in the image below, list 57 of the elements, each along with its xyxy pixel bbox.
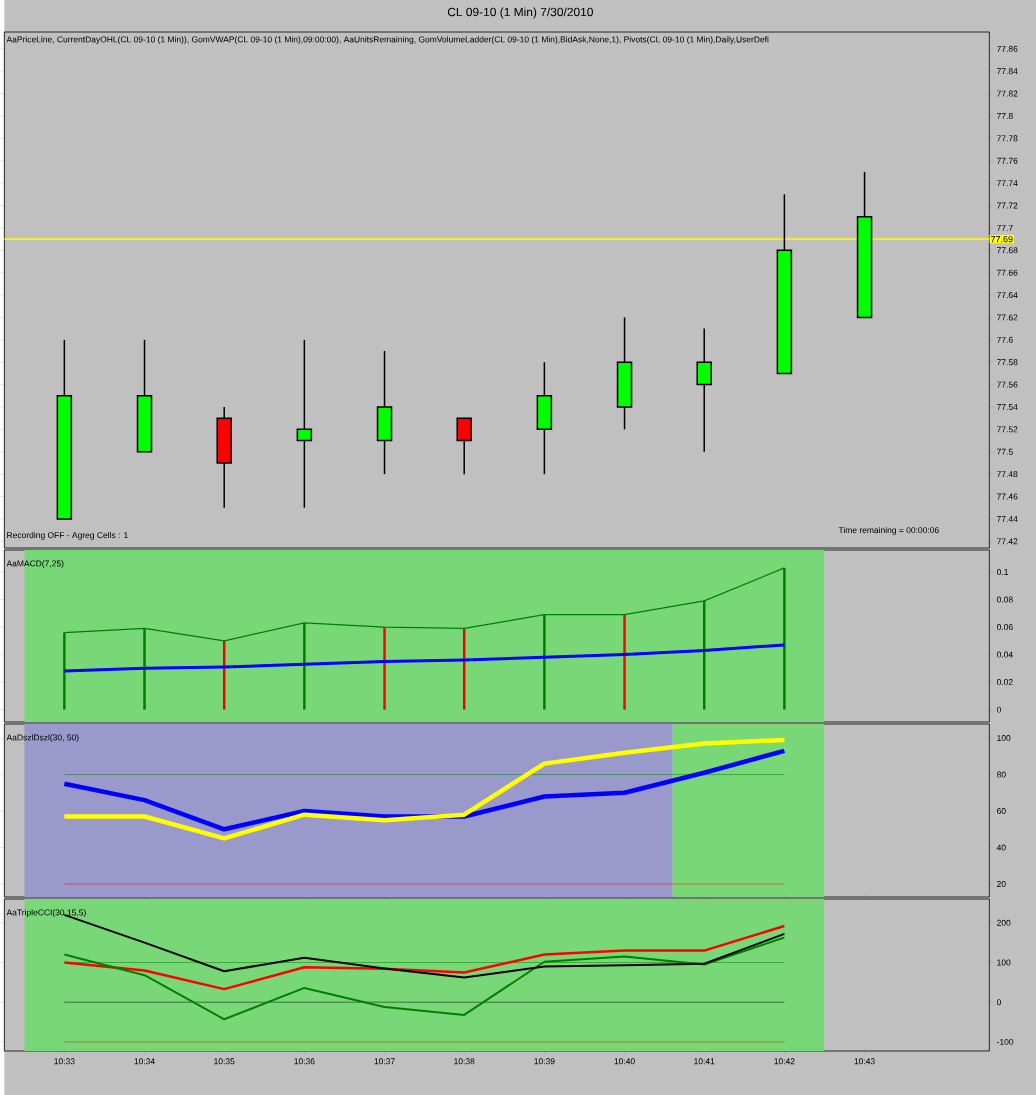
y-tick-label: 77.52 [996,426,1018,433]
x-tick-label: 10:41 [694,1058,715,1065]
y-tick-label: 60 [996,808,1006,815]
y-tick-label: 0.04 [996,651,1013,658]
x-tick-label: 10:35 [214,1058,235,1065]
x-tick-label: 10:43 [854,1058,875,1065]
y-tick-label: 200 [996,919,1011,926]
text: AaTripleCCI(30,15,5) [6,909,86,918]
annotation: Time remaining = 00:00:06 [838,526,939,535]
y-tick-label: 77.54 [996,404,1018,410]
y-tick-label: 77.56 [996,381,1018,388]
x-tick-label: 10:34 [134,1058,155,1065]
ref-line-label: 77.69 [990,235,1013,243]
y-tick-label: 77.46 [996,493,1018,500]
y-tick-label: 77.58 [996,359,1018,366]
chart-title: CL 09-10 (1 Min) 7/30/2010 [447,7,593,19]
y-tick-label: 77.42 [996,538,1018,545]
y-tick-label: 77.72 [996,202,1018,209]
y-tick-label: 77.68 [996,247,1018,254]
y-tick-label: 0.06 [996,624,1013,631]
y-tick-label: 77.5 [996,448,1013,455]
annotation: Recording OFF - Agreg Cells : 1 [7,531,128,540]
y-tick-label: 77.74 [996,180,1018,187]
y-tick-label: 40 [996,844,1006,851]
x-tick-label: 10:33 [54,1058,75,1065]
y-tick-label: 0 [996,706,1001,713]
annotation: AaPriceLine, CurrentDayOHL(CL 09-10 (1 Min)), GomVWAP(CL 09-10 (1 Min),09:00:00), AaUnitsRemaining, GomVolumeLadder(CL 09-10 (1 Min),BidAsk,None,1), Pivots(CL 09-10 (1 Min),Daily,UserDefi [6,36,769,45]
y-tick-label: -100 [996,1038,1014,1045]
y-tick-label: 100 [997,735,1011,742]
y-tick-label: 77.76 [996,157,1018,164]
x-tick-label: 10:36 [294,1058,315,1065]
text: AaMACD(7,25) [6,560,64,569]
y-tick-label: 0.1 [996,569,1008,576]
y-tick-label: 80 [996,771,1006,778]
y-tick-label: 77.84 [996,68,1018,75]
y-tick-label: 77.78 [996,135,1018,142]
y-tick-label: 77.7 [996,224,1013,231]
x-tick-label: 10:38 [454,1058,475,1065]
y-tick-label: 0.02 [996,679,1013,686]
y-tick-label: 77.66 [996,269,1018,276]
x-tick-label: 10:42 [774,1058,795,1065]
x-tick-label: 10:39 [534,1058,555,1065]
y-tick-label: 20 [996,881,1006,888]
y-tick-label: 0.08 [996,596,1013,603]
y-tick-label: 77.6 [996,336,1013,343]
y-tick-label: 77.44 [996,515,1018,522]
y-tick-label: 77.86 [996,45,1018,52]
y-tick-label: 77.8 [996,112,1013,119]
y-tick-label: 100 [997,959,1011,966]
x-tick-label: 10:37 [374,1058,395,1065]
x-tick-label: 10:40 [614,1058,635,1065]
y-tick-label: 77.64 [996,292,1018,299]
text: AaDszlDszl(30, 50) [6,734,79,743]
y-tick-label: 77.48 [996,471,1018,478]
y-tick-label: 77.62 [996,314,1018,321]
y-tick-label: 77.82 [996,90,1018,97]
y-tick-label: 0 [996,999,1001,1006]
